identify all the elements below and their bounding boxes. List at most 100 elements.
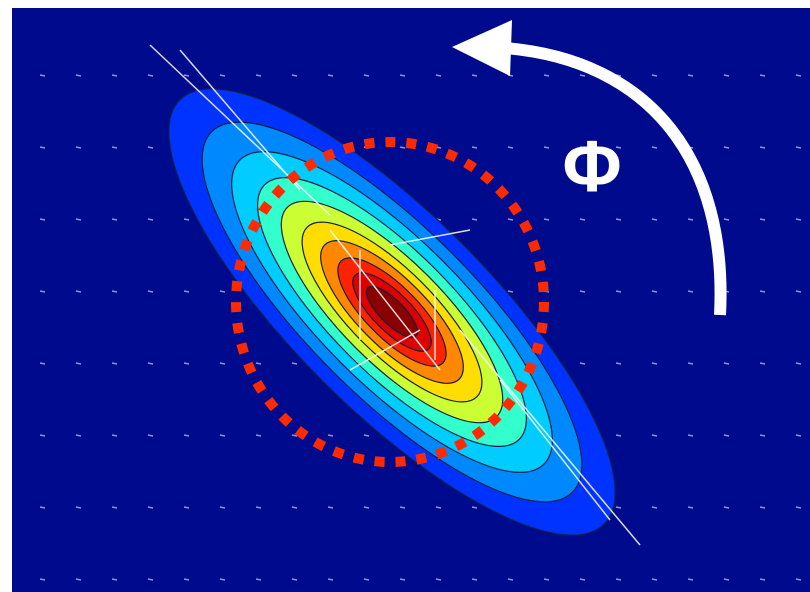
field-tick — [76, 147, 81, 148]
field-tick — [616, 219, 621, 220]
field-tick — [40, 291, 45, 292]
field-tick — [112, 219, 117, 220]
field-tick — [328, 435, 333, 436]
field-tick — [796, 435, 801, 436]
field-tick — [616, 435, 621, 436]
field-tick — [112, 435, 117, 436]
field-tick — [220, 579, 225, 580]
field-tick — [652, 435, 657, 436]
field-tick — [688, 291, 693, 292]
field-tick — [112, 75, 117, 76]
field-tick — [148, 75, 153, 76]
field-tick — [256, 579, 261, 580]
field-tick — [580, 219, 585, 220]
field-tick — [760, 579, 765, 580]
field-tick — [652, 147, 657, 148]
field-tick — [184, 75, 189, 76]
field-tick — [40, 363, 45, 364]
field-tick — [184, 579, 189, 580]
field-tick — [508, 291, 513, 292]
field-tick — [724, 435, 729, 436]
field-tick — [292, 579, 297, 580]
field-tick — [724, 75, 729, 76]
field-tick — [544, 75, 549, 76]
field-tick — [148, 507, 153, 508]
field-tick — [292, 363, 297, 364]
field-tick — [760, 75, 765, 76]
field-tick — [148, 219, 153, 220]
field-tick — [76, 219, 81, 220]
field-tick — [220, 507, 225, 508]
field-tick — [508, 219, 513, 220]
field-tick — [364, 75, 369, 76]
field-tick — [472, 219, 477, 220]
field-tick — [220, 363, 225, 364]
field-tick — [616, 291, 621, 292]
field-tick — [148, 291, 153, 292]
field-tick — [76, 291, 81, 292]
field-tick — [580, 363, 585, 364]
field-tick — [688, 219, 693, 220]
field-tick — [760, 507, 765, 508]
field-tick — [760, 219, 765, 220]
field-tick — [220, 435, 225, 436]
field-tick — [112, 147, 117, 148]
field-tick — [796, 291, 801, 292]
figure: Φ — [0, 0, 810, 592]
field-tick — [616, 579, 621, 580]
field-tick — [40, 435, 45, 436]
field-tick — [652, 75, 657, 76]
field-tick — [328, 579, 333, 580]
field-tick — [148, 435, 153, 436]
field-tick — [796, 219, 801, 220]
field-tick — [148, 147, 153, 148]
field-tick — [796, 363, 801, 364]
field-tick — [724, 147, 729, 148]
field-tick — [40, 219, 45, 220]
field-tick — [472, 579, 477, 580]
field-tick — [76, 75, 81, 76]
field-tick — [400, 75, 405, 76]
field-tick — [400, 147, 405, 148]
field-tick — [436, 75, 441, 76]
field-tick — [796, 75, 801, 76]
field-tick — [184, 363, 189, 364]
field-tick — [364, 435, 369, 436]
field-tick — [328, 507, 333, 508]
field-tick — [724, 579, 729, 580]
field-tick — [580, 75, 585, 76]
field-tick — [760, 363, 765, 364]
field-tick — [688, 579, 693, 580]
field-tick — [796, 147, 801, 148]
field-tick — [688, 75, 693, 76]
field-tick — [688, 363, 693, 364]
field-tick — [724, 363, 729, 364]
field-tick — [508, 147, 513, 148]
field-tick — [616, 363, 621, 364]
field-tick — [112, 507, 117, 508]
field-tick — [724, 507, 729, 508]
field-tick — [40, 147, 45, 148]
field-tick — [544, 579, 549, 580]
field-tick — [472, 75, 477, 76]
field-tick — [184, 507, 189, 508]
field-tick — [472, 147, 477, 148]
field-tick — [796, 507, 801, 508]
field-tick — [112, 363, 117, 364]
field-tick — [544, 147, 549, 148]
field-tick — [40, 507, 45, 508]
phi-label: Φ — [562, 127, 621, 207]
field-tick — [544, 219, 549, 220]
field-tick — [256, 75, 261, 76]
field-tick — [76, 507, 81, 508]
field-tick — [472, 507, 477, 508]
field-tick — [364, 579, 369, 580]
field-tick — [760, 147, 765, 148]
field-tick — [148, 363, 153, 364]
field-tick — [580, 579, 585, 580]
field-tick — [688, 435, 693, 436]
field-tick — [184, 291, 189, 292]
field-tick — [364, 507, 369, 508]
field-tick — [328, 75, 333, 76]
field-tick — [652, 219, 657, 220]
